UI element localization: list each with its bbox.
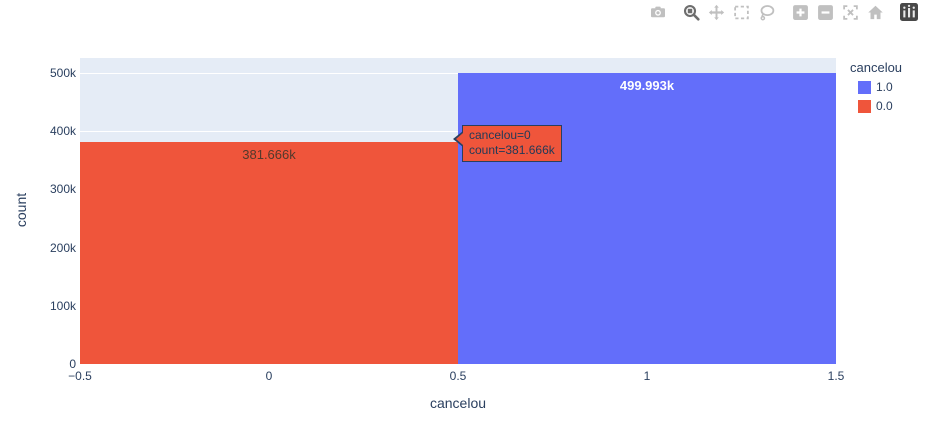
bar-cancelou-0[interactable]: 381.666k — [80, 142, 458, 364]
legend-item-1[interactable]: 1.0 — [848, 81, 928, 94]
autoscale-icon — [842, 4, 859, 21]
plotly-logo-icon — [900, 3, 918, 21]
plus-icon — [792, 4, 809, 21]
x-tick-15: 1.5 — [827, 369, 845, 383]
y-tick-500k: 500k — [49, 66, 76, 80]
legend-label-1: 1.0 — [876, 80, 893, 94]
legend-title: cancelou — [850, 60, 903, 75]
y-axis-title: count — [13, 192, 29, 228]
camera-icon — [649, 4, 667, 20]
legend-label-0: 0.0 — [876, 99, 893, 113]
minus-icon — [817, 4, 834, 21]
box-select-icon — [733, 4, 750, 21]
lasso-select-button[interactable] — [757, 3, 777, 22]
legend: cancelou 1.0 0.0 — [848, 60, 928, 119]
bar-value-label-0: 381.666k — [242, 147, 296, 162]
x-tick-05: 0.5 — [449, 369, 467, 383]
zoom-out-button[interactable] — [816, 3, 835, 22]
modebar — [645, 2, 922, 22]
zoom-tool-button[interactable] — [682, 3, 701, 22]
x-tick-1: 1 — [643, 369, 651, 383]
plotly-logo-button[interactable] — [899, 2, 919, 22]
zoom-in-button[interactable] — [791, 3, 810, 22]
y-tick-100k: 100k — [49, 299, 76, 313]
lasso-icon — [758, 4, 776, 21]
bar-cancelou-1[interactable]: 499.993k — [458, 73, 836, 364]
legend-swatch-blue — [858, 81, 871, 94]
pan-tool-button[interactable] — [707, 3, 726, 22]
autoscale-button[interactable] — [841, 3, 860, 22]
x-axis-title: cancelou — [429, 395, 487, 411]
tooltip-line-2: count=381.666k — [469, 143, 555, 157]
download-plot-button[interactable] — [648, 3, 668, 21]
y-tick-300k: 300k — [49, 182, 76, 196]
bar-value-label-1: 499.993k — [619, 78, 675, 93]
plot-area[interactable]: 381.666k 499.993k cancelou=0 count=381.6… — [80, 58, 836, 364]
reset-axes-button[interactable] — [866, 3, 885, 22]
x-tick-0: 0 — [265, 369, 273, 383]
pan-arrows-icon — [708, 4, 725, 21]
legend-swatch-red — [858, 100, 871, 113]
tooltip-line-1: cancelou=0 — [469, 128, 531, 142]
y-tick-400k: 400k — [49, 124, 76, 138]
box-select-button[interactable] — [732, 3, 751, 22]
hover-tooltip: cancelou=0 count=381.666k — [453, 125, 562, 162]
y-tick-200k: 200k — [49, 241, 76, 255]
x-tick-neg05: −0.5 — [68, 369, 92, 383]
legend-item-0[interactable]: 0.0 — [848, 100, 928, 113]
magnifier-icon — [683, 4, 700, 21]
home-icon — [867, 4, 884, 21]
y-tick-0: 0 — [69, 357, 76, 371]
